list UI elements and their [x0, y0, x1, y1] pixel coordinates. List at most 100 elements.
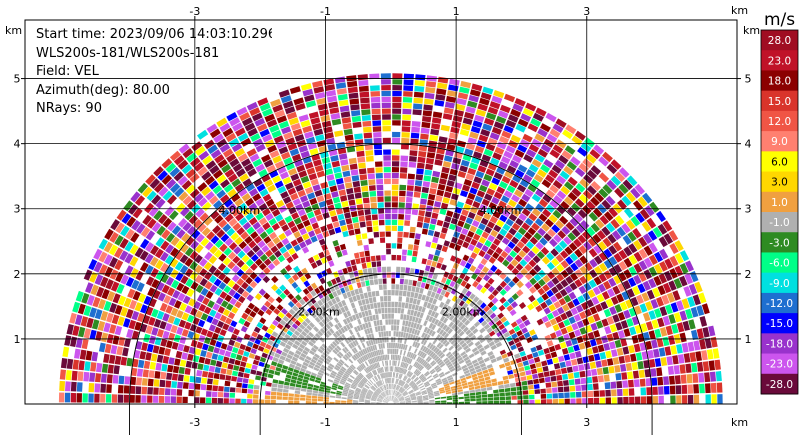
gate [309, 350, 315, 356]
gate [569, 385, 576, 392]
gate [392, 85, 402, 91]
gate [351, 364, 356, 369]
gate [579, 311, 587, 320]
gate [83, 305, 92, 317]
gate [693, 384, 699, 394]
gate [101, 363, 109, 373]
gate [674, 375, 681, 385]
gate [194, 383, 201, 390]
gate [337, 371, 344, 376]
gate [115, 271, 124, 283]
gate [348, 229, 355, 236]
gate [376, 399, 383, 402]
gate [290, 379, 297, 384]
gate [420, 352, 426, 358]
gate [413, 387, 419, 391]
gate [484, 117, 495, 126]
gate [212, 385, 218, 392]
gate [358, 168, 367, 175]
gate [362, 120, 372, 127]
gate [363, 387, 369, 391]
gate [314, 379, 321, 384]
gate [124, 265, 134, 276]
gate [459, 128, 470, 137]
gate [420, 282, 426, 289]
gate [402, 391, 407, 395]
gate [565, 266, 574, 275]
gate [304, 94, 315, 102]
gate [217, 354, 224, 362]
gate [565, 221, 575, 231]
gate [386, 384, 388, 390]
gate [374, 383, 378, 388]
gate [263, 267, 271, 275]
gate [501, 130, 512, 139]
gate [346, 352, 351, 358]
gate [422, 395, 428, 398]
gate [335, 402, 341, 404]
gate [409, 334, 414, 340]
gate [422, 378, 428, 383]
gate [642, 192, 653, 204]
gate [452, 302, 458, 309]
gate [375, 350, 379, 356]
gate [443, 357, 449, 363]
gate [664, 258, 674, 269]
gate [306, 324, 313, 331]
gate [367, 381, 373, 386]
gate [344, 338, 350, 345]
gate [369, 191, 377, 197]
gate [277, 384, 284, 389]
gate [325, 387, 331, 391]
gate [623, 207, 634, 219]
gate [302, 382, 308, 386]
gate [429, 401, 435, 403]
gate [449, 199, 457, 206]
gate [177, 292, 186, 302]
gate [471, 83, 483, 92]
gate [374, 326, 378, 332]
gate [391, 325, 394, 331]
gate [475, 395, 482, 399]
gate [385, 354, 388, 360]
gate [173, 171, 185, 182]
gate [533, 356, 541, 363]
gate [436, 244, 443, 251]
gate [345, 218, 353, 225]
gate [318, 356, 325, 362]
gate [213, 200, 223, 210]
gate [403, 375, 407, 381]
gate [546, 261, 555, 271]
gate [508, 213, 518, 222]
gate [444, 359, 450, 365]
gate [310, 375, 316, 380]
gate [546, 393, 553, 399]
gate [477, 165, 487, 173]
gate [481, 244, 489, 253]
gate [210, 210, 220, 220]
gate [398, 396, 403, 400]
gate [176, 282, 185, 292]
gate [217, 263, 227, 272]
gate [609, 341, 616, 350]
gate [483, 173, 493, 182]
gate [470, 125, 481, 134]
gate [366, 226, 373, 233]
gate [103, 241, 113, 253]
gate [376, 374, 380, 380]
gate [219, 291, 228, 299]
ray [130, 191, 389, 402]
gate [422, 110, 433, 117]
gate [607, 233, 617, 244]
gate [528, 384, 534, 390]
gate [424, 283, 430, 290]
gate [352, 340, 357, 347]
colorbar-tick-label: 3.0 [771, 177, 788, 189]
gate [397, 237, 403, 243]
gate [550, 295, 558, 303]
gate [654, 251, 664, 263]
gate [288, 168, 298, 176]
gate [518, 322, 526, 330]
gate [621, 223, 631, 234]
gate [327, 365, 334, 370]
